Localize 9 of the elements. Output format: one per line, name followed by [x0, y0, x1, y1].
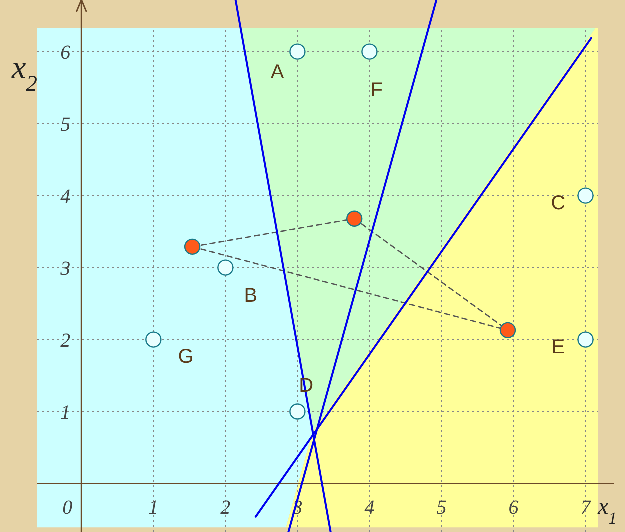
x-axis-title: x$_{1}$	[597, 494, 618, 528]
annotation: E	[552, 336, 566, 359]
x-tick-label: 6	[508, 496, 519, 519]
x-tick-label: 4	[364, 496, 375, 519]
y-axis-title: x$_{2}$	[11, 49, 38, 96]
annotation: F	[370, 80, 384, 102]
x-tick-label: 5	[436, 496, 447, 519]
annotation: C	[551, 192, 566, 215]
x-tick-label: 7	[580, 496, 592, 519]
